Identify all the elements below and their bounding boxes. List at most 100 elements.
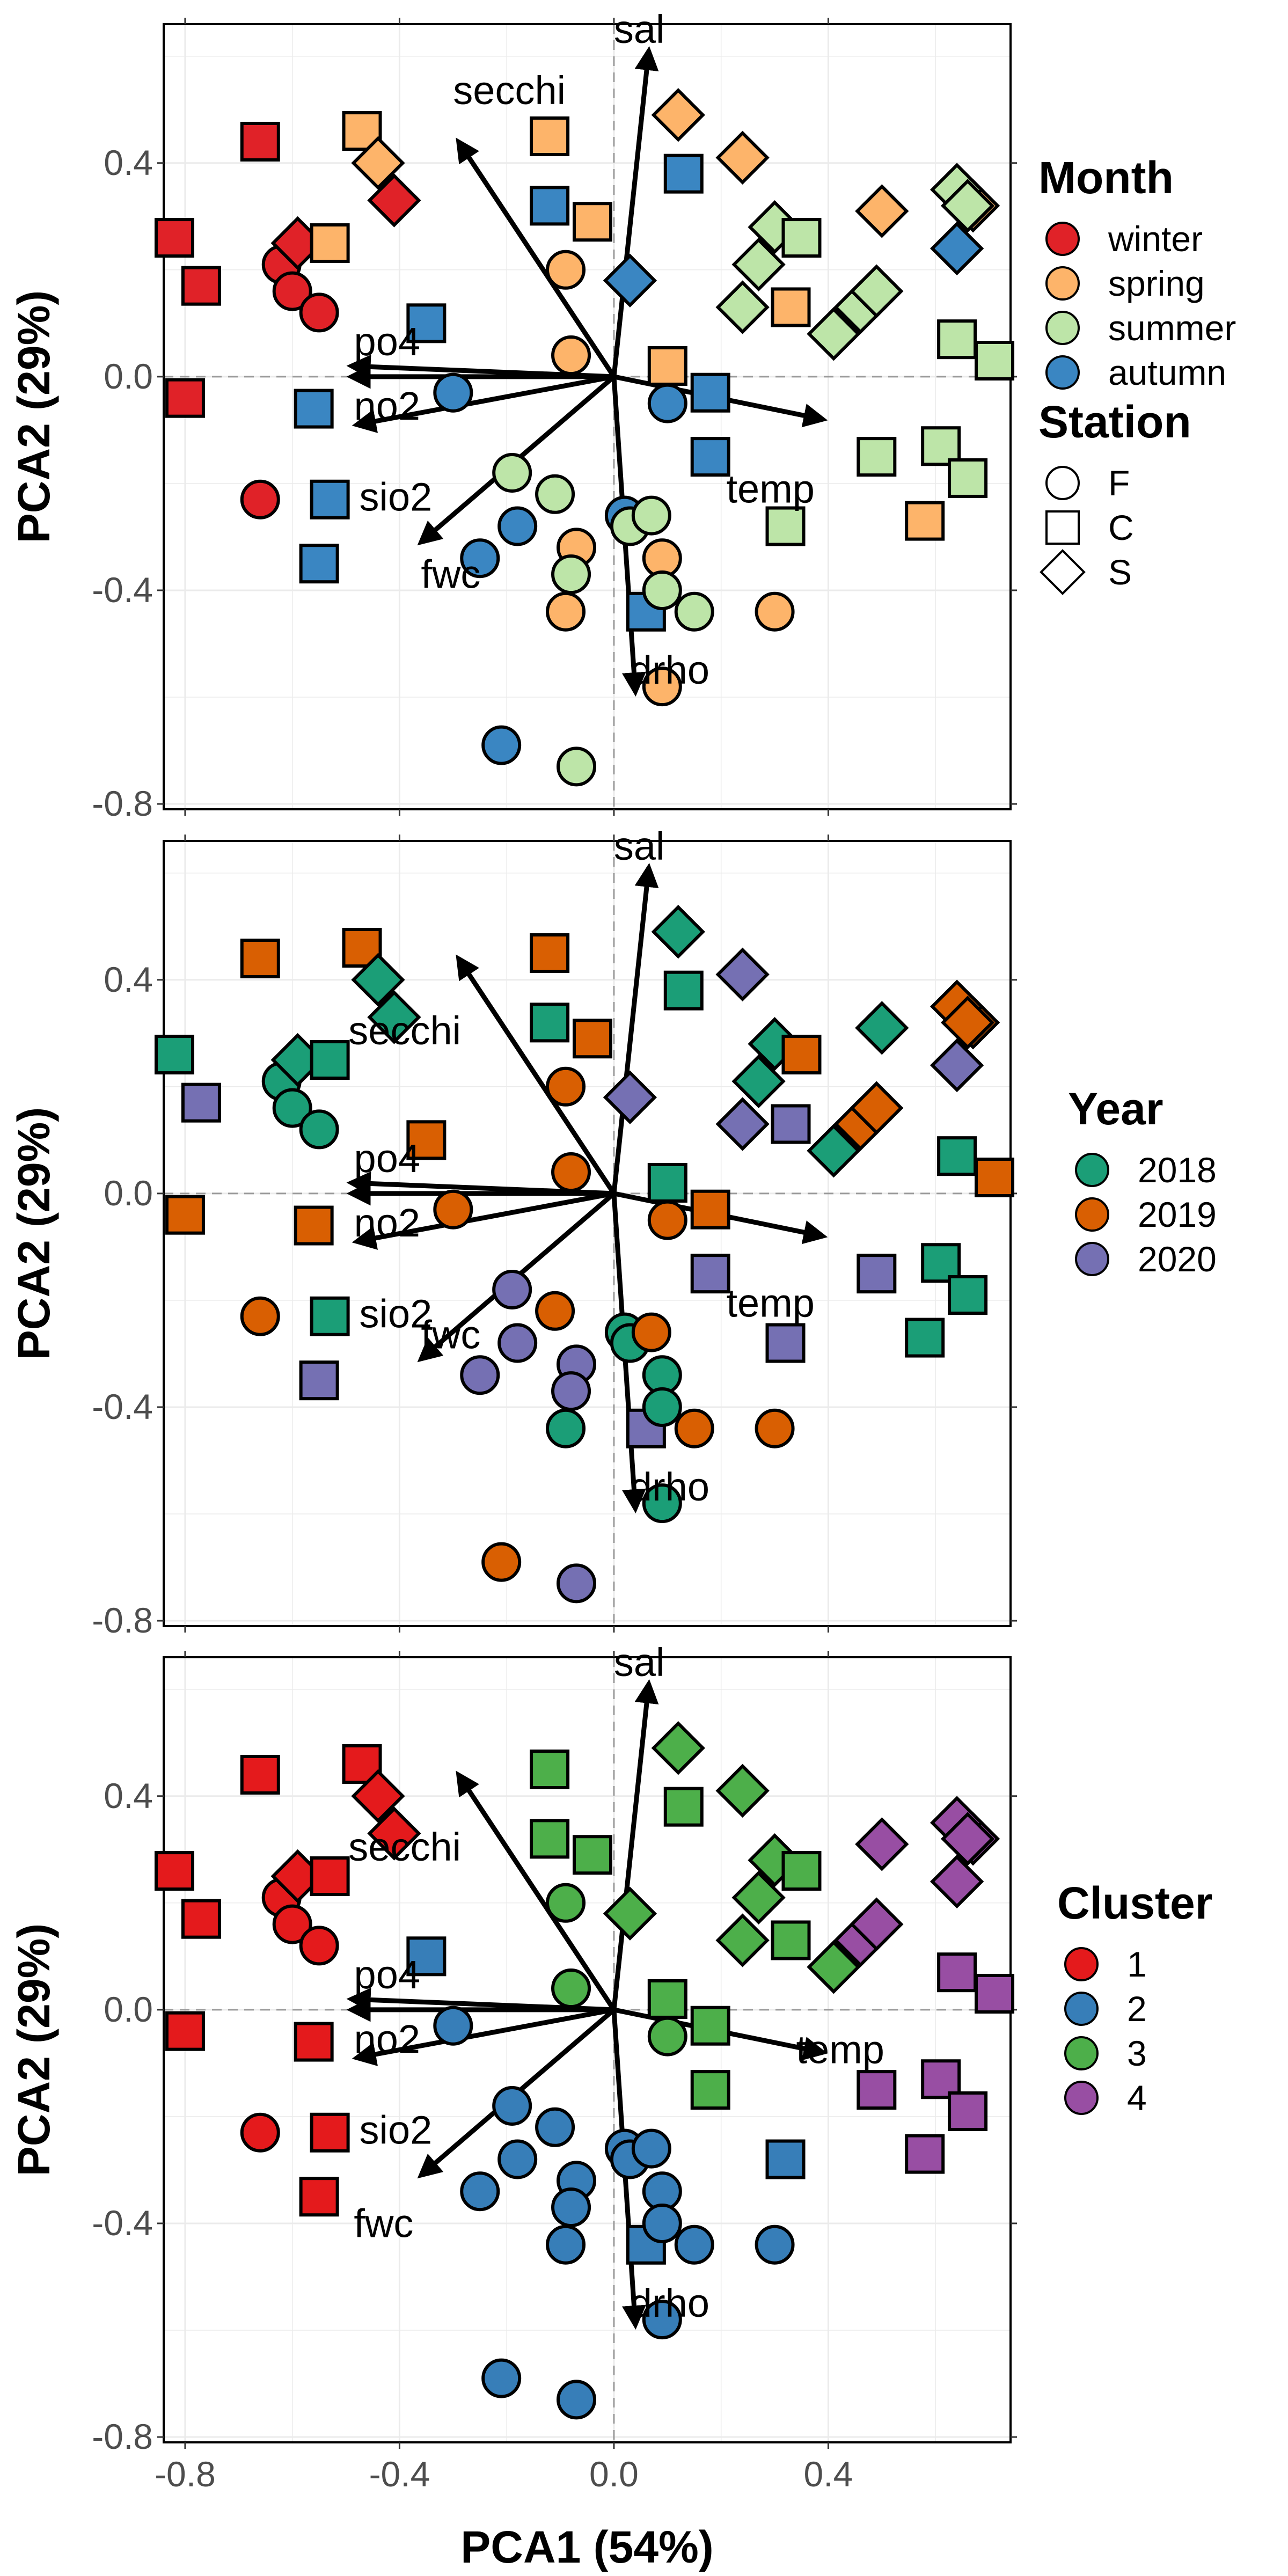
- loading-label-no2: no2: [354, 384, 420, 428]
- data-point-square: [572, 202, 612, 242]
- data-point-square: [406, 303, 447, 343]
- y-tick-label: 0.4: [104, 960, 153, 999]
- y-tick-label: -0.4: [92, 1387, 153, 1426]
- data-point-square: [530, 1750, 570, 1789]
- data-point-square: [154, 218, 194, 258]
- loading-label-secchi: secchi: [348, 1825, 461, 1869]
- loading-arrow-secchi: [456, 137, 616, 378]
- data-point-circle: [492, 2086, 532, 2126]
- legend-title: Month: [1038, 152, 1174, 203]
- loading-label-sal: sal: [614, 7, 665, 52]
- data-point-diamond: [850, 264, 904, 318]
- legend-label: F: [1108, 463, 1130, 503]
- data-point-diamond: [367, 173, 421, 228]
- loading-arrow-sal: [611, 1679, 659, 2010]
- loading-label-secchi: secchi: [348, 1008, 461, 1053]
- data-point-circle: [240, 2112, 280, 2153]
- legend-label: winter: [1108, 219, 1203, 259]
- data-point-square: [165, 1195, 205, 1235]
- x-axis-title: PCA1 (54%): [460, 2522, 713, 2572]
- data-point-circle: [460, 1355, 500, 1395]
- y-axis-title: PCA2 (29%): [9, 290, 59, 543]
- y-tick-label: 0.0: [104, 356, 153, 396]
- data-point-diamond: [351, 953, 405, 1007]
- loading-label-po4: po4: [354, 1952, 420, 1997]
- legend-shape-square: [1045, 510, 1080, 545]
- loading-label-drho: drho: [630, 1465, 709, 1509]
- data-point-circle: [551, 1968, 591, 2009]
- data-point-diamond: [807, 307, 861, 361]
- loading-arrow-sio2: [352, 2007, 614, 2066]
- data-point-square: [530, 1819, 570, 1859]
- data-point-circle: [272, 1904, 312, 1944]
- data-point-circle: [492, 453, 532, 493]
- y-tick-label: -0.4: [92, 570, 153, 610]
- y-axis-title: PCA2 (29%): [9, 1923, 59, 2176]
- loading-arrow-secchi: [456, 954, 616, 1195]
- data-point-circle: [240, 1296, 280, 1336]
- data-point-circle: [551, 554, 591, 595]
- legend-swatch: [1045, 311, 1080, 345]
- legend-label: 3: [1127, 2033, 1147, 2073]
- legend-title: Year: [1068, 1084, 1163, 1134]
- data-point-square: [948, 458, 988, 498]
- x-tick-label: -0.4: [369, 2454, 430, 2494]
- y-tick-label: -0.4: [92, 2203, 153, 2243]
- data-point-square: [647, 1162, 687, 1203]
- legend-label: C: [1108, 508, 1134, 547]
- data-point-diamond: [807, 1940, 861, 1994]
- data-point-square: [310, 479, 350, 519]
- data-point-square: [181, 1899, 221, 1939]
- data-point-diamond: [940, 996, 995, 1050]
- data-point-diamond: [651, 88, 705, 142]
- data-point-circle: [755, 2224, 795, 2265]
- data-point-square: [663, 970, 704, 1011]
- data-point-circle: [642, 2203, 682, 2243]
- data-point-circle: [299, 292, 339, 333]
- data-point-circle: [551, 335, 591, 376]
- data-point-diamond: [603, 1070, 657, 1124]
- data-point-circle: [481, 2358, 522, 2398]
- legend-title: Cluster: [1057, 1878, 1212, 1928]
- data-point-square: [905, 2134, 945, 2174]
- y-axis-title: PCA2 (29%): [9, 1107, 59, 1360]
- data-point-square: [294, 1205, 334, 1246]
- loading-label-sio2: sio2: [360, 2107, 433, 2152]
- data-point-square: [905, 501, 945, 541]
- data-point-circle: [546, 591, 586, 632]
- data-point-square: [690, 1189, 730, 1230]
- data-point-diamond: [850, 1081, 904, 1135]
- loading-arrow-sal: [611, 46, 659, 377]
- data-point-circle: [460, 538, 500, 579]
- data-point-square: [299, 544, 339, 584]
- y-tick-label: 0.0: [104, 1989, 153, 2029]
- data-point-square: [663, 153, 704, 194]
- data-point-diamond: [855, 184, 909, 238]
- legend-label: summer: [1108, 308, 1236, 348]
- data-point-diamond: [715, 1097, 770, 1151]
- data-point-square: [765, 1323, 806, 1363]
- data-point-square: [937, 319, 977, 360]
- data-point-diamond: [603, 253, 657, 308]
- data-point-square: [781, 218, 822, 258]
- legend-year: Year 2018 2019 2020: [1068, 1084, 1217, 1279]
- data-point-diamond: [351, 1769, 405, 1823]
- legend-station: Station FCS: [1038, 397, 1191, 595]
- legend-swatch: [1075, 1242, 1109, 1276]
- data-point-diamond: [930, 1038, 984, 1093]
- legend-label: 1: [1127, 1944, 1147, 1984]
- loading-arrow-secchi: [456, 1770, 616, 2011]
- data-point-square: [937, 1952, 977, 1993]
- panel-border: [163, 23, 1012, 810]
- data-point-circle: [546, 2224, 586, 2265]
- data-point-circle: [460, 2171, 500, 2212]
- data-point-circle: [272, 271, 312, 311]
- data-point-circle: [642, 2300, 682, 2340]
- data-point-circle: [557, 2380, 597, 2420]
- loading-label-fwc: fwc: [421, 1312, 480, 1357]
- data-point-diamond: [930, 1854, 984, 1909]
- data-point-circle: [674, 2224, 714, 2265]
- data-point-square: [921, 2059, 961, 2099]
- panel-1: -0.8 -0.4 0.0 0.4 sal secchi po4 no2 sio2 fwc temp…: [92, 7, 1017, 823]
